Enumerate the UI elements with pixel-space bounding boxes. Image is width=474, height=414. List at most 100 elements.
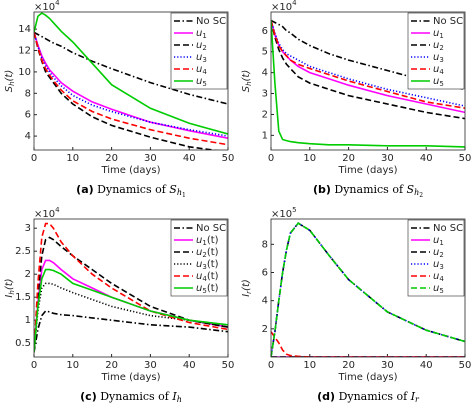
caption-text: Dynamics of (339, 390, 409, 403)
y-tick-label: 3 (25, 223, 31, 234)
x-tick-label: 30 (381, 360, 394, 371)
caption: (a) Dynamics of Sh1 (76, 183, 186, 199)
caption-label: (d) (317, 390, 335, 403)
y-tick-label: 1.5 (15, 292, 31, 303)
y-tick-label: 2.5 (15, 246, 31, 257)
y-label-sub: r (245, 290, 253, 294)
y-label-suffix: (t) (241, 279, 252, 291)
exponent-base: ×10 (271, 2, 292, 13)
caption-sub: h (177, 395, 182, 404)
series-line (271, 20, 465, 120)
series-line (34, 282, 228, 353)
caption-sub: h (177, 188, 182, 197)
y-label-symbol: I (4, 295, 15, 298)
y-axis-label: Ih(t) (4, 278, 16, 297)
series-line (271, 331, 465, 357)
caption-symbol: S (169, 183, 177, 196)
x-tick-label: 40 (183, 360, 196, 371)
y-tick-label: 0.5 (15, 338, 31, 349)
legend-label: u1 (196, 28, 207, 40)
x-tick-label: 20 (342, 360, 355, 371)
axes-frame (33, 218, 229, 358)
y-label-sub: h (8, 81, 16, 85)
legend-label: No SC (196, 223, 226, 234)
legend-label: u4(t) (196, 271, 219, 283)
x-tick-label: 10 (303, 153, 316, 164)
x-tick-label: 30 (144, 153, 157, 164)
caption-symbol: S (407, 183, 415, 196)
x-tick-label: 30 (144, 360, 157, 371)
legend-label: u5 (433, 283, 444, 295)
y-tick-label: 12 (18, 46, 31, 57)
legend-label: u5 (196, 76, 207, 88)
x-tick-label: 40 (420, 360, 433, 371)
caption-symbol: I (171, 390, 177, 403)
series-line (271, 19, 465, 91)
x-axis-label: Time (days) (337, 165, 397, 176)
exponent-power: 4 (55, 206, 60, 214)
series-line (271, 20, 465, 148)
x-tick-label: 50 (222, 360, 235, 371)
legend-label: u2 (433, 247, 444, 259)
x-tick-label: 30 (381, 153, 394, 164)
y-tick-label: 6 (262, 26, 268, 37)
y-label-symbol: I (241, 294, 252, 297)
axes-frame (270, 11, 466, 151)
legend-label: u3(t) (196, 259, 219, 271)
y-axis-label: Sh(t) (241, 70, 253, 93)
axis-exponent: ×104 (34, 0, 60, 13)
legend-box (170, 219, 228, 297)
caption-text: Dynamics of (97, 183, 167, 196)
exponent-base: ×10 (34, 209, 55, 220)
x-tick-label: 20 (105, 360, 118, 371)
y-tick-label: 2 (25, 269, 31, 280)
y-label-suffix: (t) (241, 70, 252, 82)
x-tick-label: 10 (66, 360, 79, 371)
y-label-sub: h (245, 81, 253, 85)
x-axis-label: Time (days) (100, 165, 160, 176)
x-tick-label: 10 (303, 360, 316, 371)
legend-label: No SC (433, 223, 463, 234)
legend-label: u5(t) (196, 283, 219, 295)
y-tick-label: 2 (262, 109, 268, 120)
x-tick-label: 0 (31, 153, 37, 164)
y-tick-label: 14 (18, 24, 31, 35)
series-line (34, 222, 228, 353)
legend-label: No SC (433, 16, 463, 27)
y-label-suffix: (t) (4, 70, 15, 82)
y-tick-label: 8 (25, 88, 31, 99)
legend-label: u1(t) (196, 235, 219, 247)
series-line (271, 20, 465, 109)
series-line (34, 32, 228, 146)
legend-label: u3 (433, 52, 444, 64)
legend-label: u2 (196, 40, 207, 52)
exponent-power: 5 (292, 206, 296, 214)
x-tick-label: 20 (342, 153, 355, 164)
caption-subsub: 2 (419, 192, 423, 199)
legend-label: u1 (433, 235, 444, 247)
legend-label: No SC (196, 16, 226, 27)
axis-exponent: ×104 (34, 206, 60, 220)
legend-label: u5 (433, 76, 444, 88)
x-tick-label: 0 (268, 153, 274, 164)
exponent-power: 4 (55, 0, 60, 7)
y-tick-label: 6 (25, 110, 31, 121)
y-label-symbol: S (241, 85, 252, 92)
y-tick-label: 2 (262, 324, 268, 335)
x-axis-label: Time (days) (337, 372, 397, 383)
legend-label: u4 (433, 271, 444, 283)
axes-frame (270, 218, 466, 358)
exponent-power: 4 (292, 0, 297, 7)
legend-label: u3 (196, 52, 207, 64)
legend-box (407, 12, 465, 90)
legend-label: u2 (433, 40, 444, 52)
y-label-sub: h (8, 290, 16, 294)
x-tick-label: 40 (420, 153, 433, 164)
y-tick-label: 4 (25, 131, 31, 142)
legend-label: u1 (433, 28, 444, 40)
x-tick-label: 20 (105, 153, 118, 164)
caption-subsub: 1 (182, 192, 186, 199)
x-tick-label: 40 (183, 153, 196, 164)
series-line (34, 31, 228, 105)
